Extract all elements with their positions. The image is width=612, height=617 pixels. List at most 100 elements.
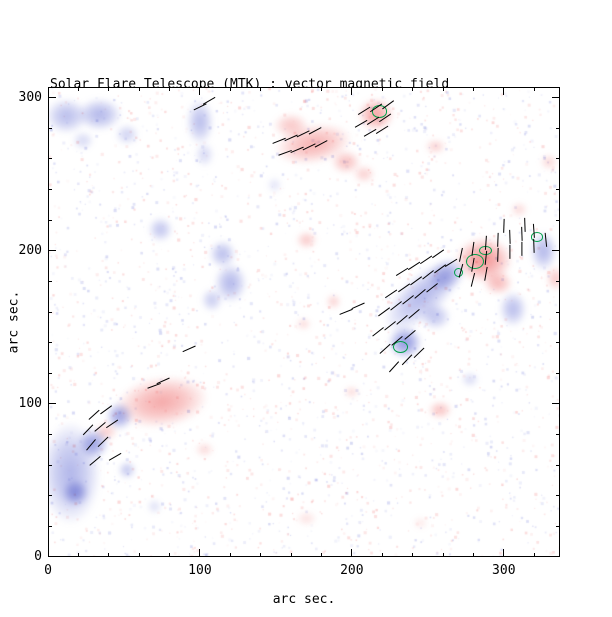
y-axis-tick-left	[48, 556, 56, 557]
negative-flux-blob	[117, 460, 137, 479]
plot-area	[48, 87, 560, 557]
y-axis-tick-right	[556, 127, 560, 129]
positive-flux-blob	[195, 442, 214, 458]
x-axis-tick-top	[199, 87, 201, 95]
magnetic-field-vector	[521, 242, 523, 257]
x-axis-tick-top	[290, 87, 292, 91]
y-axis-tick-right	[556, 372, 560, 374]
x-axis-tick-bottom	[381, 553, 383, 557]
x-axis-tick-bottom	[138, 553, 140, 557]
x-axis-tick-top	[229, 87, 231, 91]
negative-flux-blob	[61, 478, 90, 507]
positive-flux-blob	[509, 201, 529, 218]
y-axis-tick-left	[48, 97, 56, 99]
x-axis-tick-bottom	[229, 553, 231, 557]
positive-flux-blob	[295, 318, 311, 331]
positive-flux-blob	[427, 400, 453, 420]
magnetic-field-vector	[509, 230, 511, 244]
y-tick-label: 0	[34, 549, 42, 564]
positive-flux-blob	[540, 154, 559, 170]
y-axis-tick-right	[556, 311, 560, 313]
positive-flux-blob	[295, 230, 317, 250]
x-tick-label: 300	[492, 563, 516, 578]
x-axis-tick-bottom	[472, 553, 474, 557]
y-axis-tick-right	[556, 158, 560, 160]
x-axis-tick-bottom	[199, 549, 201, 557]
x-axis-tick-top	[320, 87, 322, 91]
x-axis-tick-bottom	[412, 553, 414, 557]
y-axis-tick-right	[556, 495, 560, 497]
y-axis-tick-left	[48, 280, 52, 282]
x-axis-tick-bottom	[260, 553, 262, 557]
y-axis-tick-left	[48, 372, 52, 374]
y-axis-tick-left	[48, 403, 56, 405]
x-axis-tick-top	[138, 87, 140, 91]
x-tick-label: 100	[188, 563, 212, 578]
positive-flux-blob	[424, 139, 447, 155]
y-axis-tick-left	[48, 525, 52, 527]
y-axis-tick-left	[48, 434, 52, 436]
y-tick-label: 100	[18, 395, 42, 411]
y-axis-tick-left	[48, 158, 52, 160]
y-axis-tick-left	[48, 495, 52, 497]
positive-flux-blob	[344, 385, 360, 398]
y-axis-tick-right	[556, 464, 560, 466]
x-axis-tick-top	[472, 87, 474, 91]
x-axis-tick-top	[412, 87, 414, 91]
x-tick-label: 0	[44, 563, 52, 578]
x-axis-tick-top	[108, 87, 110, 91]
x-axis-tick-bottom	[169, 553, 171, 557]
x-axis-tick-bottom	[442, 553, 444, 557]
y-axis-tick-right	[556, 189, 560, 191]
positive-flux-blob	[546, 266, 560, 291]
y-axis-tick-right	[556, 525, 560, 527]
flux-blob-layer	[48, 87, 560, 557]
y-axis-tick-left	[48, 311, 52, 313]
magnetic-field-vector	[502, 219, 505, 234]
x-axis-tick-bottom	[351, 549, 353, 557]
x-axis-tick-top	[442, 87, 444, 91]
y-axis-tick-left	[48, 189, 52, 191]
negative-flux-blob	[201, 287, 223, 313]
negative-flux-blob	[461, 371, 480, 388]
x-axis-tick-bottom	[503, 549, 505, 557]
positive-flux-blob	[326, 293, 342, 309]
negative-flux-blob	[146, 498, 162, 515]
x-axis-tick-bottom	[108, 553, 110, 557]
y-axis-tick-left	[48, 342, 52, 344]
y-axis-tick-left	[48, 250, 56, 252]
x-axis-tick-top	[381, 87, 383, 91]
x-axis-tick-bottom	[290, 553, 292, 557]
x-axis-tick-top	[169, 87, 171, 91]
y-axis-tick-right	[552, 403, 560, 405]
x-axis-tick-top	[503, 87, 505, 95]
y-axis-tick-right	[556, 280, 560, 282]
y-axis-tick-right	[556, 342, 560, 344]
x-axis-tick-bottom	[320, 553, 322, 557]
y-tick-label: 200	[18, 242, 42, 258]
negative-flux-blob	[148, 217, 173, 242]
negative-flux-blob	[420, 302, 451, 331]
x-axis-tick-top	[48, 87, 49, 95]
y-axis-tick-left	[48, 127, 52, 129]
x-axis-tick-top	[77, 87, 79, 91]
y-axis-label: arc sec.	[6, 290, 22, 354]
magnetic-field-vector	[509, 245, 511, 260]
positive-flux-blob	[295, 511, 317, 527]
negative-flux-blob	[114, 123, 140, 146]
y-tick-label: 300	[18, 89, 42, 105]
x-tick-label: 200	[340, 563, 364, 578]
y-axis-tick-right	[552, 556, 560, 557]
negative-flux-blob	[499, 290, 527, 328]
x-axis-tick-top	[260, 87, 262, 91]
y-axis-tick-right	[556, 434, 560, 436]
y-axis-tick-right	[556, 219, 560, 221]
x-axis-tick-top	[351, 87, 353, 95]
y-axis-tick-right	[552, 250, 560, 252]
negative-flux-blob	[266, 177, 282, 193]
magnetic-field-vector	[496, 233, 499, 247]
y-axis-tick-left	[48, 219, 52, 221]
magnetic-field-vector	[496, 248, 499, 263]
negative-flux-blob	[213, 263, 248, 303]
